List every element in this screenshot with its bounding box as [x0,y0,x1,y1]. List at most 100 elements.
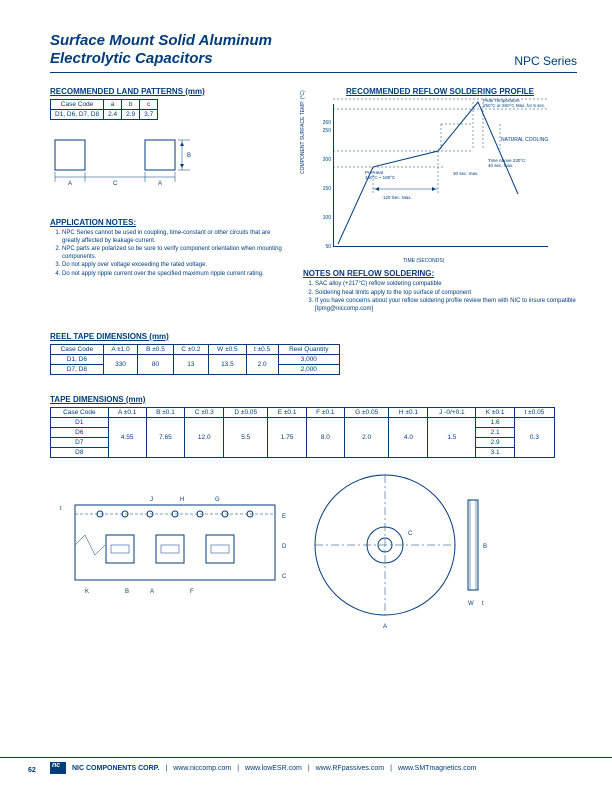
svg-text:C: C [113,181,118,187]
footer-sep: | [237,765,239,772]
tape-diagram: t J H G E D C K B A F C B A W t [50,470,577,620]
tape-col: B ±0.1 [146,408,185,418]
land-table: Case Code a b c D1, D6, D7, D8 2.4 2.9 3… [50,99,158,120]
svg-text:A: A [150,589,154,595]
land-cell: D1, D6, D7, D8 [51,110,104,120]
svg-text:t: t [60,506,62,512]
svg-text:G: G [215,497,220,503]
tape-cell: D1 [51,418,109,428]
page-title: Surface Mount Solid Aluminum Electrolyti… [50,32,272,68]
tape-col: D ±0.05 [224,408,268,418]
tape-col: F ±0.1 [306,408,344,418]
footer-link: www.SMTmagnetics.com [398,765,477,772]
title-line-1: Surface Mount Solid Aluminum [50,32,272,50]
reel-col: Reel Quantity [278,345,339,355]
svg-text:A: A [158,181,162,187]
reel-col: A ±1.0 [103,345,138,355]
tape-cell: 1.6 [476,418,515,428]
land-cell: 2.4 [104,110,122,120]
ytick: 150 [317,186,331,192]
reel-cell: 2,000 [278,365,339,375]
series-label: NPC Series [514,54,577,68]
tape-col: J -0/+0.1 [428,408,476,418]
tape-cell: 8.0 [306,418,344,458]
tape-strip-svg: t J H G E D C K B A F [50,490,290,600]
svg-text:D: D [282,544,287,550]
land-cell: 2.9 [122,110,140,120]
app-note: NPC parts are polarized so be sure to ve… [62,246,285,261]
tape-cell: 7.65 [146,418,185,458]
tape-heading: TAPE DIMENSIONS (mm) [50,395,577,404]
reel-cell: 13 [173,355,209,375]
tape-col: H ±0.1 [389,408,428,418]
preheat-label: Pre-Heat150°C ~ 180°C [365,171,395,181]
footer-link: www.niccomp.com [173,765,231,772]
tape-cell: D8 [51,448,109,458]
reel-cell: 330 [103,355,138,375]
svg-text:B: B [125,589,129,595]
reflow-xlabel: TIME (SECONDS) [403,258,444,264]
app-note: Do not apply ripple current over the spe… [62,271,285,279]
reel-col: W ±0.5 [209,345,246,355]
reel-col: C ±0.2 [173,345,209,355]
svg-text:C: C [408,531,413,537]
land-heading: RECOMMENDED LAND PATTERNS (mm) [50,87,285,96]
tape-col: t ±0.05 [514,408,554,418]
reflow-note: If you have concerns about your reflow s… [315,298,577,313]
tape-col: A ±0.1 [108,408,146,418]
tape-cell: 4.0 [389,418,428,458]
tape-cell: 4.55 [108,418,146,458]
svg-text:A: A [383,624,387,630]
tape-col: E ±0.1 [268,408,307,418]
footer-sep: | [390,765,392,772]
svg-text:H: H [180,497,184,503]
reel-svg: C B A W t [310,470,490,620]
app-note: Do not apply over voltage exceeding the … [62,262,285,270]
tape-cell: 3.1 [476,448,515,458]
peak-label: Peak Temperature250°C or 260°C Max. for … [483,99,545,109]
tape-cell: D6 [51,428,109,438]
tape-cell: 2.1 [476,428,515,438]
footer-sep: | [308,765,310,772]
ytick: 50 [317,244,331,250]
app-note: NPC Series cannot be used in coupling, t… [62,230,285,245]
tape-cell: 2.9 [476,438,515,448]
land-col-3: c [140,100,158,110]
land-col-0: Case Code [51,100,104,110]
reflow-chart: COMPONENT SURFACE TEMP. (°C) 50 100 150 … [303,99,553,269]
reel-col: t ±0.5 [246,345,278,355]
tape-table: Case Code A ±0.1 B ±0.1 C ±0.3 D ±0.05 E… [50,407,555,458]
app-notes-list: NPC Series cannot be used in coupling, t… [50,230,285,278]
tape-cell: 0.3 [514,418,554,458]
land-col-2: b [122,100,140,110]
ytick: 260 [317,120,331,126]
app-notes-heading: APPLICATION NOTES: [50,218,285,227]
reflow-heading: RECOMMENDED REFLOW SOLDERING PROFILE [303,87,577,96]
tape-col: C ±0.3 [185,408,224,418]
svg-text:J: J [150,497,153,503]
tape-cell: 1.5 [428,418,476,458]
left-column: RECOMMENDED LAND PATTERNS (mm) Case Code… [50,87,285,314]
tape-col: K ±0.1 [476,408,515,418]
tape-col: G ±0.05 [344,408,389,418]
tape-cell: D7 [51,438,109,448]
svg-text:E: E [282,514,286,520]
reel-table: Case Code A ±1.0 B ±0.5 C ±0.2 W ±0.5 t … [50,344,340,375]
land-cell: 3.7 [140,110,158,120]
reel-cell: D7, D8 [51,365,104,375]
tape-cell: 5.5 [224,418,268,458]
30sec-label: 30 sec. max. [453,171,479,176]
reflow-note: SAC alloy (+217°C) reflow soldering comp… [315,281,577,289]
nic-logo-icon [50,762,66,774]
svg-text:B: B [483,544,487,550]
120sec-label: 120 Sec. Max. [383,195,412,200]
tape-cell: 1.75 [268,418,307,458]
svg-text:F: F [190,589,194,595]
footer-link: www.RFpassives.com [316,765,384,772]
svg-text:B: B [187,153,191,159]
footer-corp: NIC COMPONENTS CORP. [72,765,159,772]
tape-col: Case Code [51,408,109,418]
ytick: 100 [317,215,331,221]
reel-cell: 2.0 [246,355,278,375]
tape-cell: 12.0 [185,418,224,458]
